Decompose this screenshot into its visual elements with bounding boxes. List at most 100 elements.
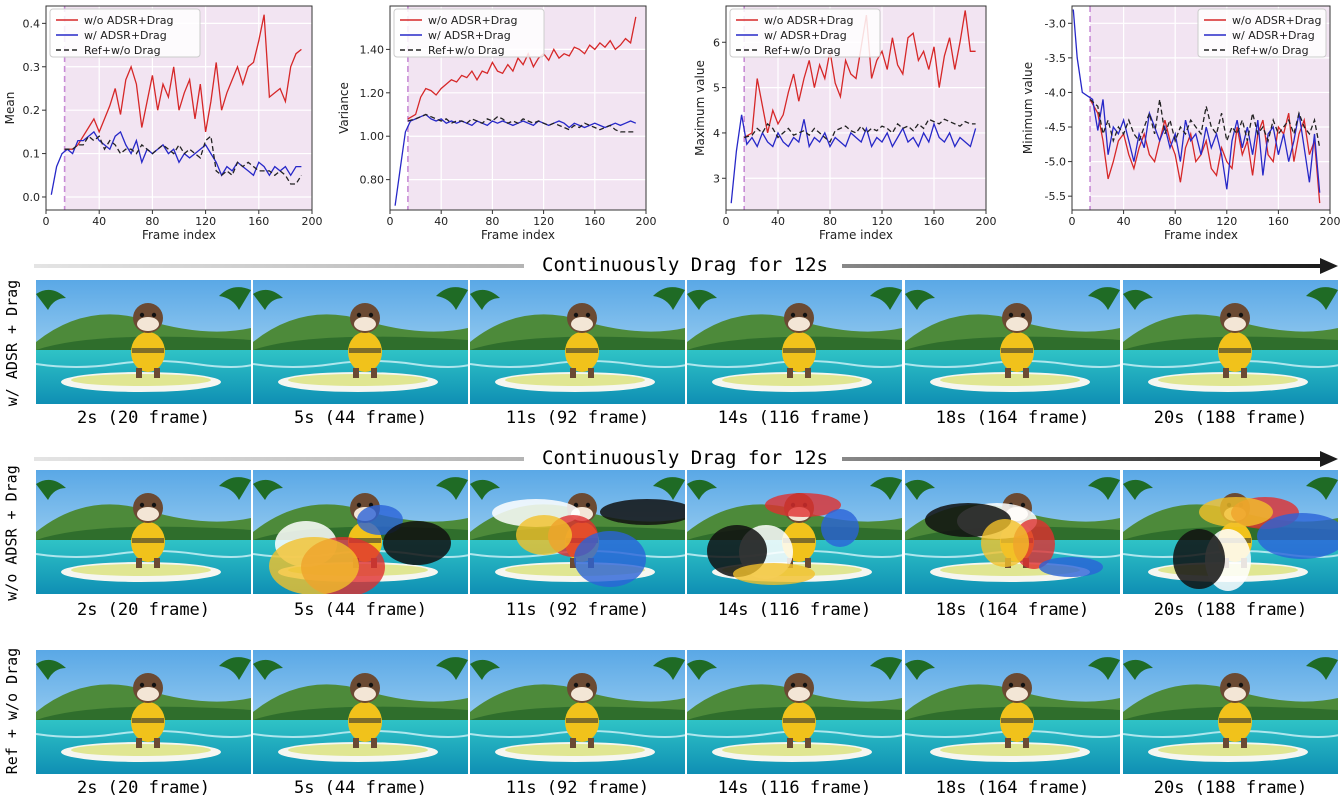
video-frame [687,650,902,774]
video-frame [470,470,685,594]
legend-box [49,8,201,58]
video-frame [253,470,468,594]
row-label-without-adsr: w/o ADSR + Drag [3,464,21,601]
legend-entry: w/o ADSR+Drag [84,14,173,27]
y-tick-label: -4.0 [1045,86,1066,99]
video-frame [1123,470,1338,594]
y-tick-label: -5.5 [1045,190,1066,203]
frame-caption: 14s (116 frame) [717,600,872,620]
drag-banner-1-text: Continuously Drag for 12s [520,254,850,276]
frame-caption: 18s (164 frame) [935,408,1090,428]
x-tick-label: 40 [92,215,106,228]
x-axis-label: Frame index [142,228,216,242]
x-tick-label: 120 [872,215,893,228]
x-tick-label: 80 [145,215,159,228]
chart-maximum: 0 40 80 120 160 200 3 4 5 6 Frame index Maximum val… [693,5,997,242]
frame-caption: 18s (164 frame) [935,778,1090,798]
x-axis-label: Frame index [819,228,893,242]
video-frame [253,650,468,774]
x-tick-label: 200 [1320,215,1341,228]
arrow-head-icon [1320,451,1338,467]
x-axis-label: Frame index [1164,228,1238,242]
frame-caption: 5s (44 frame) [293,600,428,620]
video-frame [687,280,902,404]
legend-entry: w/o ADSR+Drag [428,14,517,27]
y-tick-label: 1.40 [360,43,385,56]
drag-banner-1 [34,258,1338,274]
frame-caption: 5s (44 frame) [293,778,428,798]
x-tick-label: 0 [1069,215,1076,228]
frame-caption: 11s (92 frame) [505,778,650,798]
banner-label: Continuously Drag for 12s [542,254,828,276]
chart-mean: 0 40 80 120 160 200 0.0 0.1 0.2 0.3 0.4 Frame index… [3,5,322,242]
legend-box [729,8,881,58]
y-tick-label: -3.5 [1045,52,1066,65]
y-axis-label: Variance [337,82,351,134]
x-tick-label: 0 [723,215,730,228]
series-line-1 [1072,9,1321,193]
legend-entry: Ref+w/o Drag [1232,44,1309,57]
y-tick-label: 5 [713,82,720,95]
frame-caption: 18s (164 frame) [935,600,1090,620]
arrow-head-icon [1320,258,1338,274]
video-frame [1123,650,1338,774]
y-tick-label: 3 [713,172,720,185]
legend-entry: w/ ADSR+Drag [84,29,167,42]
legend-entry: w/ ADSR+Drag [428,29,511,42]
legend-entry: Ref+w/o Drag [84,44,161,57]
video-frame [905,280,1120,404]
y-tick-label: 1.00 [360,130,385,143]
banner-label: Continuously Drag for 12s [542,447,828,469]
series-line-2 [64,134,302,185]
y-tick-label: 0.80 [360,174,385,187]
plot-frame [45,5,313,211]
frame-caption: 20s (188 frame) [1153,408,1308,428]
frame-caption: 11s (92 frame) [505,408,650,428]
x-tick-label: 120 [533,215,554,228]
x-tick-label: 160 [924,215,945,228]
series-line-0 [407,16,637,120]
frame-caption: 2s (20 frame) [76,408,211,428]
video-frame [687,470,902,594]
y-axis-label: Maximum value [693,60,707,156]
chart-variance: 0 40 80 120 160 200 0.80 1.00 1.20 1.40 Frame inde… [337,5,657,242]
legend-entry: w/o ADSR+Drag [764,14,853,27]
frame-caption: 14s (116 frame) [717,778,872,798]
frame-caption: 2s (20 frame) [76,778,211,798]
x-tick-label: 160 [584,215,605,228]
series-line-2 [744,118,976,144]
x-tick-label: 40 [1117,215,1131,228]
video-frame [470,280,685,404]
x-tick-label: 120 [1216,215,1237,228]
video-frame [1123,280,1338,404]
series-line-0 [64,14,302,150]
series-line-0 [1089,99,1321,204]
series-line-1 [394,113,637,206]
drag-banner-2 [34,451,1338,467]
x-tick-label: 0 [387,215,394,228]
y-tick-label: 6 [713,36,720,49]
chart-minimum: 0 40 80 120 160 200 -5.5 -5.0 -4.5 -4.0 -3.5 -3.0 Fr… [1021,5,1341,242]
frame-caption: 11s (92 frame) [505,600,650,620]
y-tick-label: 4 [713,127,720,140]
legend-entry: w/ ADSR+Drag [1232,29,1315,42]
video-frame [905,650,1120,774]
y-tick-label: 0.0 [23,191,41,204]
y-tick-label: 0.4 [23,17,41,30]
video-frame [36,650,251,774]
x-tick-label: 200 [976,215,997,228]
x-tick-label: 160 [1268,215,1289,228]
drag-banner-2-text: Continuously Drag for 12s [520,447,850,469]
row-label-with-adsr: w/ ADSR + Drag [3,279,21,406]
plot-frame [725,5,987,211]
y-axis-label: Minimum value [1021,62,1035,154]
x-tick-label: 40 [771,215,785,228]
series-line-2 [407,113,636,133]
y-tick-label: -3.0 [1045,17,1066,30]
x-tick-label: 0 [43,215,50,228]
y-tick-label: 0.2 [23,104,41,117]
frame-caption: 14s (116 frame) [717,408,872,428]
x-tick-label: 40 [434,215,448,228]
x-tick-label: 80 [1168,215,1182,228]
row-label-reference: Ref + w/o Drag [3,647,21,774]
